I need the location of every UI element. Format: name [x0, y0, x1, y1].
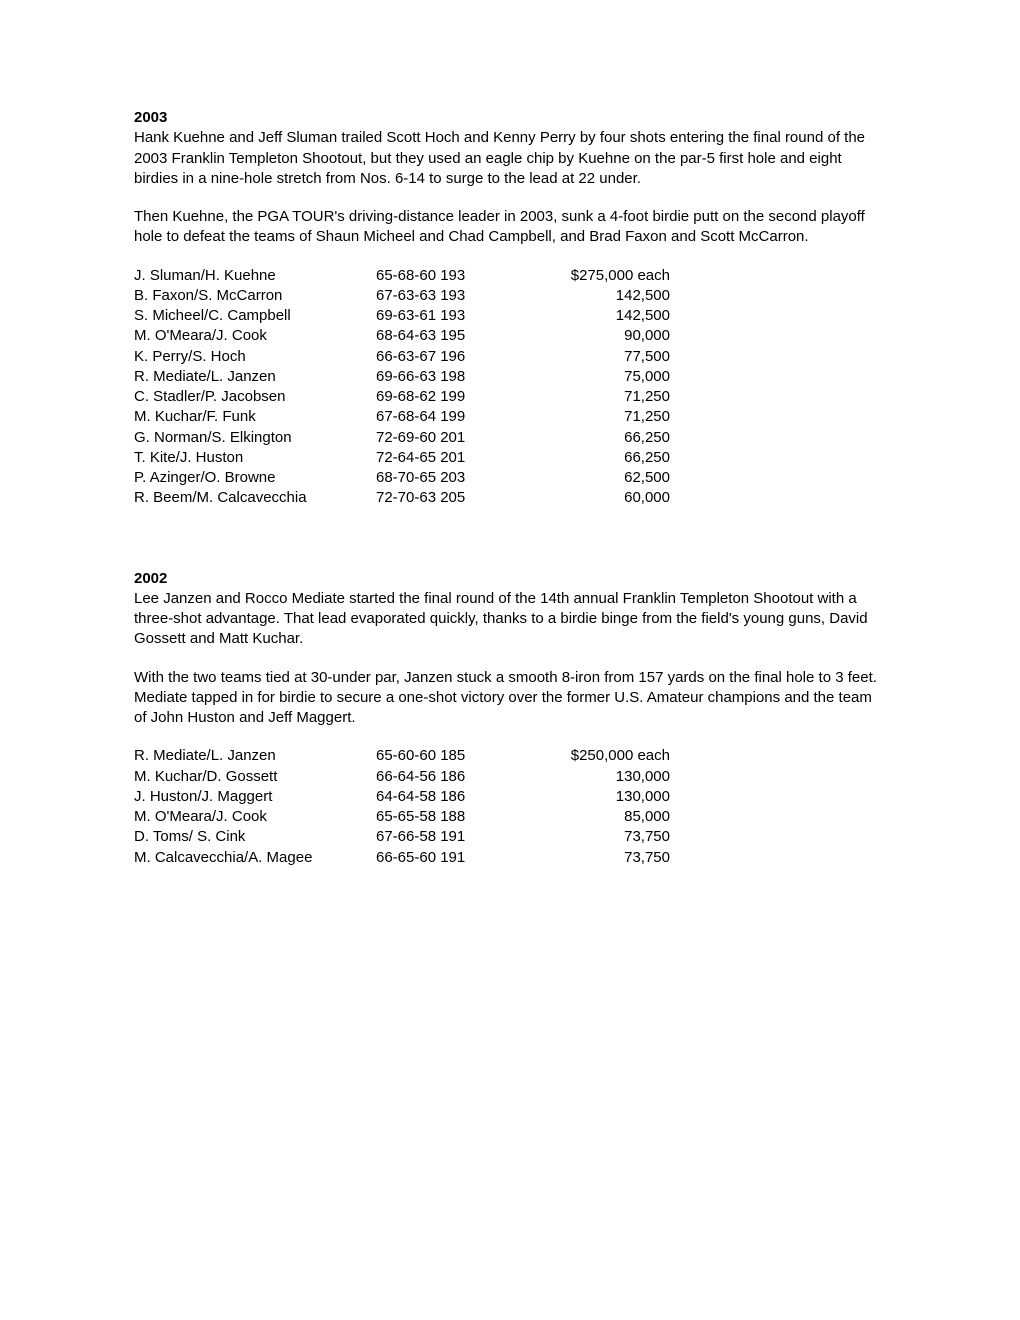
summary-paragraph: Then Kuehne, the PGA TOUR's driving-dist… [134, 207, 886, 248]
prize-cell: 142,500 [520, 286, 670, 306]
summary-paragraph: Hank Kuehne and Jeff Sluman trailed Scot… [134, 128, 886, 189]
scores-cell: 72-69-60 201 [376, 428, 520, 448]
year-section: 2003Hank Kuehne and Jeff Sluman trailed … [134, 108, 886, 509]
scores-cell: 64-64-58 186 [376, 787, 520, 807]
table-row: J. Huston/J. Maggert64-64-58 186130,000 [134, 787, 670, 807]
table-row: M. O'Meara/J. Cook65-65-58 18885,000 [134, 807, 670, 827]
table-row: G. Norman/S. Elkington72-69-60 20166,250 [134, 428, 670, 448]
prize-cell: 130,000 [520, 767, 670, 787]
prize-cell: 71,250 [520, 387, 670, 407]
prize-cell: 75,000 [520, 367, 670, 387]
prize-cell: 85,000 [520, 807, 670, 827]
team-cell: M. O'Meara/J. Cook [134, 807, 376, 827]
prize-cell: 73,750 [520, 848, 670, 868]
table-row: R. Beem/M. Calcavecchia72-70-63 20560,00… [134, 488, 670, 508]
scores-cell: 66-63-67 196 [376, 347, 520, 367]
year-heading: 2003 [134, 108, 886, 128]
prize-cell: $250,000 each [520, 746, 670, 766]
scores-cell: 69-66-63 198 [376, 367, 520, 387]
team-cell: J. Huston/J. Maggert [134, 787, 376, 807]
team-cell: T. Kite/J. Huston [134, 448, 376, 468]
prize-cell: 142,500 [520, 306, 670, 326]
team-cell: M. Calcavecchia/A. Magee [134, 848, 376, 868]
scores-cell: 67-63-63 193 [376, 286, 520, 306]
scores-cell: 68-64-63 195 [376, 326, 520, 346]
table-row: S. Micheel/C. Campbell69-63-61 193142,50… [134, 306, 670, 326]
table-row: M. O'Meara/J. Cook68-64-63 19590,000 [134, 326, 670, 346]
table-row: M. Kuchar/D. Gossett66-64-56 186130,000 [134, 767, 670, 787]
prize-cell: 71,250 [520, 407, 670, 427]
table-row: M. Kuchar/F. Funk67-68-64 19971,250 [134, 407, 670, 427]
prize-cell: 62,500 [520, 468, 670, 488]
team-cell: B. Faxon/S. McCarron [134, 286, 376, 306]
team-cell: M. O'Meara/J. Cook [134, 326, 376, 346]
summary-paragraph: With the two teams tied at 30-under par,… [134, 668, 886, 729]
scores-cell: 65-60-60 185 [376, 746, 520, 766]
scores-cell: 65-65-58 188 [376, 807, 520, 827]
team-cell: M. Kuchar/F. Funk [134, 407, 376, 427]
scores-cell: 68-70-65 203 [376, 468, 520, 488]
scores-cell: 69-68-62 199 [376, 387, 520, 407]
table-row: M. Calcavecchia/A. Magee66-65-60 19173,7… [134, 848, 670, 868]
team-cell: C. Stadler/P. Jacobsen [134, 387, 376, 407]
team-cell: D. Toms/ S. Cink [134, 827, 376, 847]
prize-cell: 66,250 [520, 448, 670, 468]
table-row: K. Perry/S. Hoch66-63-67 19677,500 [134, 347, 670, 367]
year-section: 2002Lee Janzen and Rocco Mediate started… [134, 569, 886, 868]
prize-cell: 66,250 [520, 428, 670, 448]
team-cell: K. Perry/S. Hoch [134, 347, 376, 367]
team-cell: J. Sluman/H. Kuehne [134, 266, 376, 286]
table-row: T. Kite/J. Huston72-64-65 20166,250 [134, 448, 670, 468]
table-row: D. Toms/ S. Cink67-66-58 19173,750 [134, 827, 670, 847]
team-cell: R. Beem/M. Calcavecchia [134, 488, 376, 508]
scores-cell: 72-64-65 201 [376, 448, 520, 468]
table-row: P. Azinger/O. Browne68-70-65 20362,500 [134, 468, 670, 488]
prize-cell: $275,000 each [520, 266, 670, 286]
summary-paragraph: Lee Janzen and Rocco Mediate started the… [134, 589, 886, 650]
table-row: B. Faxon/S. McCarron67-63-63 193142,500 [134, 286, 670, 306]
table-row: C. Stadler/P. Jacobsen69-68-62 19971,250 [134, 387, 670, 407]
results-table: J. Sluman/H. Kuehne65-68-60 193$275,000 … [134, 266, 670, 509]
scores-cell: 67-66-58 191 [376, 827, 520, 847]
scores-cell: 66-65-60 191 [376, 848, 520, 868]
scores-cell: 72-70-63 205 [376, 488, 520, 508]
scores-cell: 69-63-61 193 [376, 306, 520, 326]
team-cell: R. Mediate/L. Janzen [134, 367, 376, 387]
year-heading: 2002 [134, 569, 886, 589]
team-cell: P. Azinger/O. Browne [134, 468, 376, 488]
table-row: R. Mediate/L. Janzen69-66-63 19875,000 [134, 367, 670, 387]
team-cell: S. Micheel/C. Campbell [134, 306, 376, 326]
prize-cell: 130,000 [520, 787, 670, 807]
team-cell: G. Norman/S. Elkington [134, 428, 376, 448]
table-row: R. Mediate/L. Janzen65-60-60 185$250,000… [134, 746, 670, 766]
prize-cell: 90,000 [520, 326, 670, 346]
scores-cell: 67-68-64 199 [376, 407, 520, 427]
team-cell: M. Kuchar/D. Gossett [134, 767, 376, 787]
scores-cell: 65-68-60 193 [376, 266, 520, 286]
team-cell: R. Mediate/L. Janzen [134, 746, 376, 766]
results-table: R. Mediate/L. Janzen65-60-60 185$250,000… [134, 746, 670, 868]
prize-cell: 77,500 [520, 347, 670, 367]
prize-cell: 73,750 [520, 827, 670, 847]
prize-cell: 60,000 [520, 488, 670, 508]
scores-cell: 66-64-56 186 [376, 767, 520, 787]
table-row: J. Sluman/H. Kuehne65-68-60 193$275,000 … [134, 266, 670, 286]
